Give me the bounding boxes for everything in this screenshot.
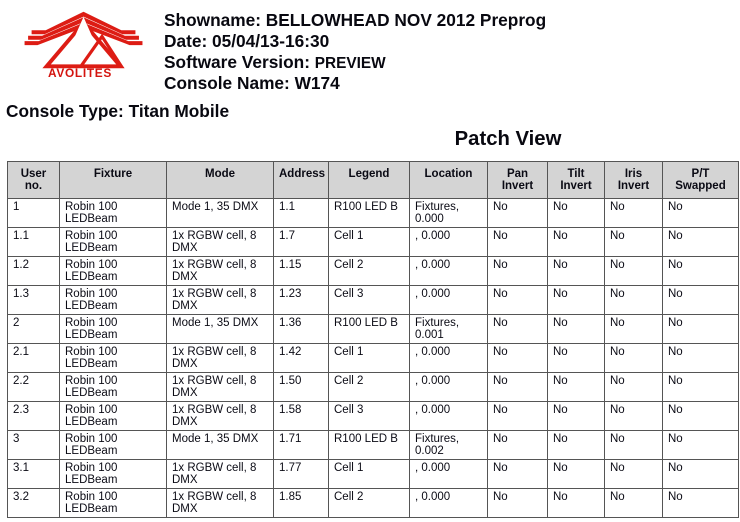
svg-text:AVOLITES: AVOLITES [48, 66, 112, 80]
